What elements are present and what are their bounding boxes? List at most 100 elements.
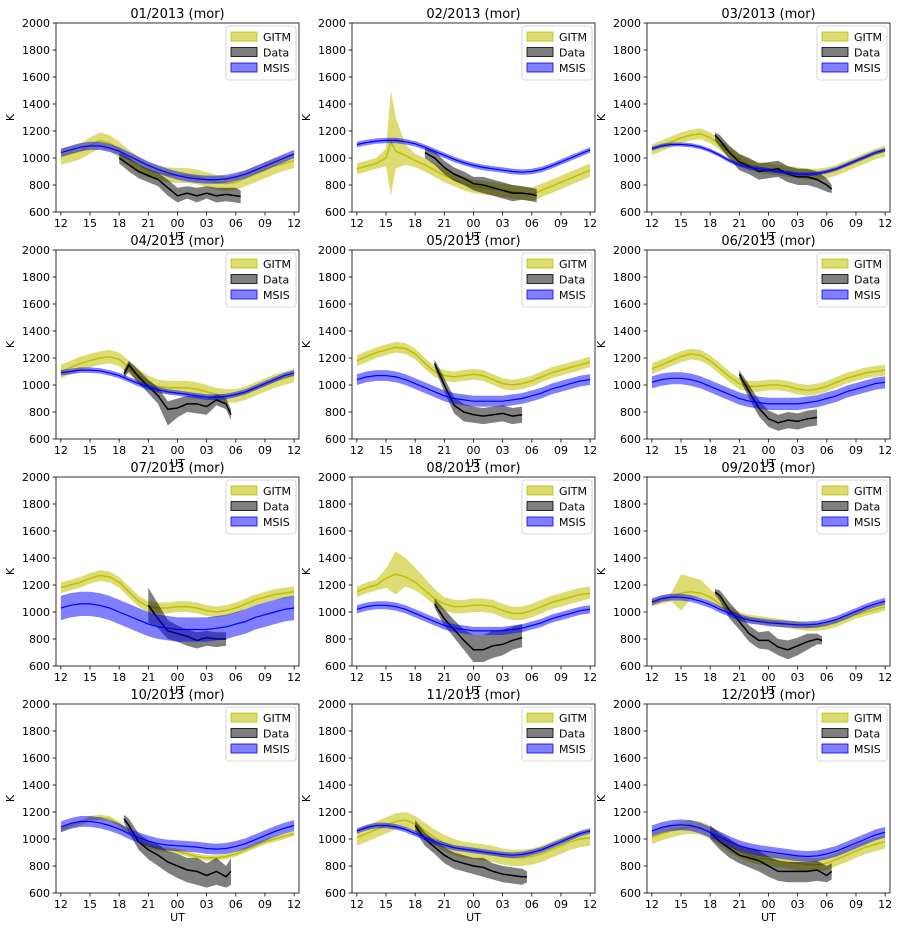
legend-swatch-msis: [821, 743, 849, 754]
y-tick-label: 1800: [318, 725, 346, 738]
legend: GITM Data MSIS: [521, 479, 593, 535]
line-data: [118, 157, 241, 198]
panel-6: 600 800 1000 1200 1400 1600 1800 2000 12 15 18 21 00…: [595, 234, 892, 470]
y-tick-label: 1200: [613, 579, 641, 592]
y-tick-label: 600: [29, 206, 50, 219]
legend-swatch-msis: [230, 289, 258, 300]
x-tick-label: 21: [437, 671, 451, 684]
plot-content: [60, 349, 295, 426]
x-tick-label: 15: [379, 671, 393, 684]
x-tick-label: 00: [171, 898, 185, 911]
band-msis: [356, 137, 591, 175]
y-tick-label: 600: [620, 660, 641, 673]
y-tick-label: 1600: [613, 298, 641, 311]
legend-label-gitm: GITM: [263, 31, 291, 44]
legend-swatch-msis: [821, 62, 849, 73]
legend-swatch-gitm: [230, 712, 258, 723]
panel-title: 02/2013 (mor): [426, 7, 520, 22]
x-tick-label: 18: [703, 217, 717, 230]
x-tick-label: 09: [554, 217, 568, 230]
line-gitm: [60, 574, 295, 613]
y-tick-label: 1600: [318, 525, 346, 538]
x-tick-label: 21: [732, 898, 746, 911]
y-tick-label: 1000: [22, 379, 50, 392]
legend-label-gitm: GITM: [854, 485, 882, 498]
line-msis: [356, 139, 591, 173]
y-tick-label: 1800: [613, 725, 641, 738]
x-tick-label: 12: [350, 444, 364, 457]
x-tick-label: 00: [762, 671, 776, 684]
y-tick-label: 800: [29, 860, 50, 873]
plot-content: [356, 551, 591, 662]
y-tick-label: 1200: [22, 579, 50, 592]
x-tick-label: 12: [54, 671, 68, 684]
x-tick-label: 21: [437, 898, 451, 911]
x-tick-label: 12: [287, 444, 301, 457]
x-tick-label: 06: [820, 444, 834, 457]
x-tick-label: 00: [467, 217, 481, 230]
y-axis-label: K: [4, 567, 17, 575]
y-tick-label: 2000: [613, 698, 641, 711]
legend-swatch-data: [821, 501, 849, 511]
y-tick-label: 800: [620, 633, 641, 646]
legend-label-msis: MSIS: [559, 516, 586, 529]
y-axis-label: K: [4, 113, 17, 121]
x-tick-label: 21: [141, 898, 155, 911]
y-tick-label: 1200: [318, 806, 346, 819]
legend-swatch-gitm: [526, 31, 554, 42]
x-tick-label: 15: [379, 898, 393, 911]
y-tick-label: 600: [620, 433, 641, 446]
y-tick-label: 1200: [613, 352, 641, 365]
x-tick-label: 03: [496, 671, 510, 684]
x-tick-label: 09: [258, 217, 272, 230]
x-tick-label: 12: [287, 898, 301, 911]
legend-swatch-gitm: [821, 31, 849, 42]
panel-title: 09/2013 (mor): [721, 461, 815, 476]
y-tick-label: 600: [325, 206, 346, 219]
y-tick-label: 1600: [22, 71, 50, 84]
y-tick-label: 600: [325, 660, 346, 673]
panel-title: 03/2013 (mor): [721, 7, 815, 22]
legend-swatch-msis: [230, 516, 258, 527]
y-tick-label: 1600: [613, 525, 641, 538]
y-tick-label: 1000: [613, 379, 641, 392]
line-msis: [356, 604, 591, 632]
y-tick-label: 1800: [613, 44, 641, 57]
band-msis: [651, 819, 886, 862]
y-tick-label: 1600: [613, 752, 641, 765]
x-tick-label: 09: [554, 898, 568, 911]
y-tick-label: 600: [325, 887, 346, 900]
panel-title: 07/2013 (mor): [130, 461, 224, 476]
x-tick-label: 06: [820, 671, 834, 684]
y-tick-label: 2000: [22, 17, 50, 30]
legend-label-data: Data: [854, 274, 880, 287]
y-tick-label: 1600: [318, 752, 346, 765]
x-tick-label: 18: [408, 671, 422, 684]
legend-swatch-data: [230, 47, 258, 57]
x-tick-label: 06: [525, 898, 539, 911]
x-tick-label: 03: [200, 444, 214, 457]
x-tick-label: 12: [878, 217, 892, 230]
line-msis: [651, 596, 886, 626]
x-tick-label: 06: [525, 217, 539, 230]
line-gitm: [356, 573, 591, 615]
x-tick-label: 03: [791, 898, 805, 911]
y-tick-label: 600: [620, 206, 641, 219]
y-tick-label: 1400: [22, 552, 50, 565]
x-tick-label: 18: [112, 444, 126, 457]
legend-swatch-msis: [526, 289, 554, 300]
y-tick-label: 1600: [318, 298, 346, 311]
band-msis: [651, 372, 886, 410]
y-tick-label: 1200: [22, 352, 50, 365]
band-msis: [356, 601, 591, 635]
legend-swatch-msis: [526, 62, 554, 73]
plot-content: [60, 814, 295, 888]
x-axis-label: UT: [466, 230, 481, 243]
y-tick-label: 2000: [22, 698, 50, 711]
y-tick-label: 1400: [318, 779, 346, 792]
y-tick-label: 1800: [22, 498, 50, 511]
legend-label-gitm: GITM: [854, 258, 882, 271]
x-tick-label: 12: [350, 217, 364, 230]
band-data: [715, 589, 822, 660]
legend-swatch-gitm: [526, 485, 554, 496]
